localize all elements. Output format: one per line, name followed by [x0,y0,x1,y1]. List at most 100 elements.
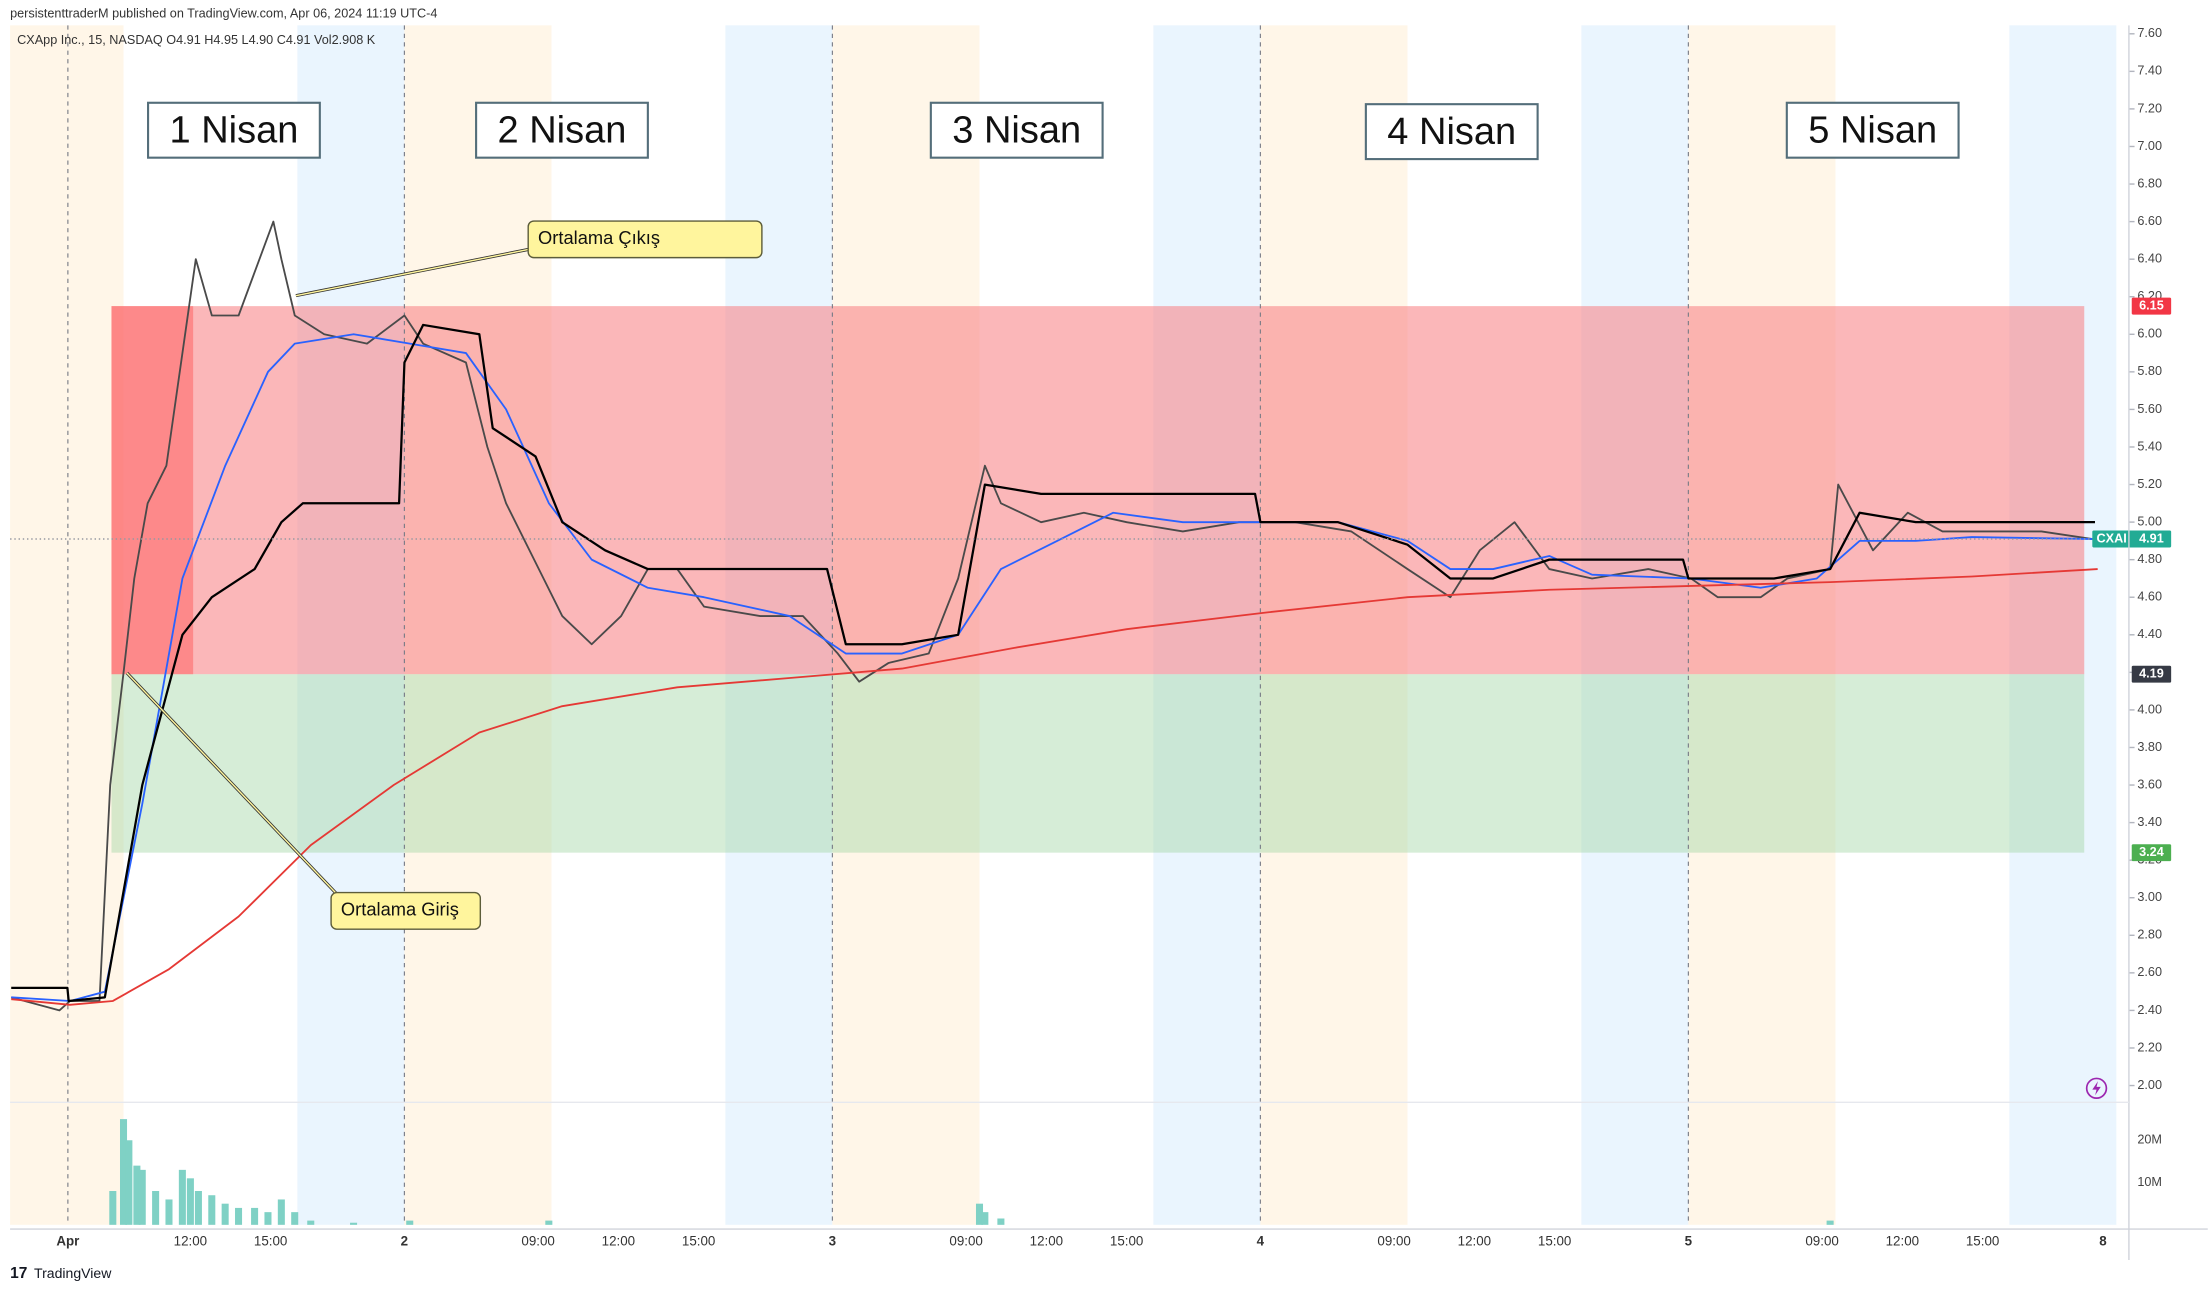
y-tick-label: 7.60 [2137,26,2162,40]
price-line [10,220,2093,1012]
zone [111,674,2085,853]
price-label-bg [2131,844,2172,862]
price-label: 4.19 [2139,667,2164,681]
legend-line: CXApp Inc., 15, NASDAQ O4.91 H4.95 L4.90… [17,33,376,47]
y-tick-label: 4.00 [2137,702,2162,716]
y-tick-label: 3.80 [2137,740,2162,754]
volume-bar [119,1119,128,1225]
x-tick-label: 12:00 [174,1233,207,1248]
y-tick-label: 4.80 [2137,552,2162,566]
price-label-bg [2131,297,2172,315]
volume-bar [125,1140,133,1225]
y-tick-label: 3.40 [2137,815,2162,829]
volume-bar [307,1220,315,1225]
last-price-bg [2092,530,2172,548]
x-tick-label: 09:00 [1377,1233,1410,1248]
volume-bar [981,1212,989,1225]
volume-bar [178,1169,186,1225]
y-tick-label: 5.60 [2137,402,2162,416]
last-price: 4.91 [2139,531,2164,545]
last-symbol: CXAI [2097,531,2127,545]
price-label: 3.24 [2139,845,2164,859]
x-tick-label: 15:00 [1966,1233,1999,1248]
y-tick-label: 6.40 [2137,252,2162,266]
callout-text: Ortalama Giriş [341,899,459,920]
volume-bar [235,1207,243,1225]
y-tick-label: 7.40 [2137,64,2162,78]
y-tick-label: 7.20 [2137,101,2162,115]
y-tick-label: 6.80 [2137,176,2162,190]
x-tick-label: 09:00 [1805,1233,1838,1248]
volume-bar [291,1212,299,1225]
volume-bar [975,1203,984,1225]
volume-bar [152,1191,160,1225]
volume-bar [133,1165,141,1225]
y-tick-label: 2.60 [2137,965,2162,979]
price-line [11,333,2096,1002]
day-label-box [147,101,321,159]
x-tick-label: 15:00 [254,1233,287,1248]
price-line [11,323,2095,1003]
y-tick-label: 2.20 [2137,1040,2162,1054]
x-tick-label: 15:00 [1538,1233,1571,1248]
y-tick-label: 4.40 [2137,627,2162,641]
y-tick-label: 6.60 [2137,214,2162,228]
y-tick-label: 2.40 [2137,1003,2162,1017]
x-tick-label: 5 [1685,1233,1693,1248]
y-tick-label: 5.00 [2137,514,2162,528]
y-tick-label: 4.60 [2137,590,2162,604]
alert-icon-bolt [2092,1081,2101,1096]
callout-box [330,891,482,930]
day-label-box [1364,103,1539,161]
volume-tick-label: 10M [2137,1175,2162,1189]
day-label-box [1785,101,1960,159]
volume-bar [1826,1220,1834,1225]
volume-bar [221,1203,229,1225]
callout-text: Ortalama Çıkış [538,227,660,248]
day-label: 4 Nisan [1387,111,1516,153]
volume-tick-label: 20M [2137,1133,2162,1147]
volume-bar [138,1169,146,1225]
volume-bar [109,1191,117,1225]
volume-bar [194,1191,202,1225]
callout-box [527,220,763,259]
volume-bar [264,1212,272,1225]
plot-layer: 2.002.202.402.602.803.003.203.403.603.80… [10,25,2172,1248]
y-tick-label: 5.80 [2137,364,2162,378]
y-tick-label: 3.00 [2137,890,2162,904]
y-tick-label: 7.00 [2137,139,2162,153]
x-tick-label: 12:00 [1030,1233,1063,1248]
x-tick-label: 2 [401,1233,408,1248]
volume-bar [208,1195,216,1225]
x-tick-label: 09:00 [949,1233,982,1248]
x-tick-label: Apr [56,1233,79,1248]
x-tick-label: 12:00 [1886,1233,1919,1248]
y-tick-label: 2.00 [2137,1078,2162,1092]
y-tick-label: 3.60 [2137,777,2162,791]
day-label: 1 Nisan [170,109,299,151]
x-tick-label: 3 [829,1233,836,1248]
zone [111,306,2085,675]
callout-pointer [126,672,339,896]
x-tick-label: 09:00 [521,1233,554,1248]
day-label-box [929,101,1104,159]
volume-bar [251,1207,259,1225]
day-label-box [475,101,649,159]
day-label: 3 Nisan [952,109,1081,151]
y-tick-label: 6.00 [2137,327,2162,341]
y-tick-label: 5.20 [2137,477,2162,491]
header: persistenttraderM published on TradingVi… [10,6,437,20]
x-tick-label: 12:00 [1458,1233,1491,1248]
footer: TradingView [34,1265,112,1281]
y-tick-label: 2.80 [2137,928,2162,942]
x-tick-label: 15:00 [682,1233,715,1248]
day-label: 2 Nisan [498,109,627,151]
logo-mark: 17 [10,1265,27,1282]
alert-icon[interactable] [2085,1077,2108,1099]
callout-pointer [295,248,530,297]
x-tick-label: 12:00 [602,1233,635,1248]
volume-bar [165,1199,173,1225]
y-tick-label: 5.40 [2137,439,2162,453]
